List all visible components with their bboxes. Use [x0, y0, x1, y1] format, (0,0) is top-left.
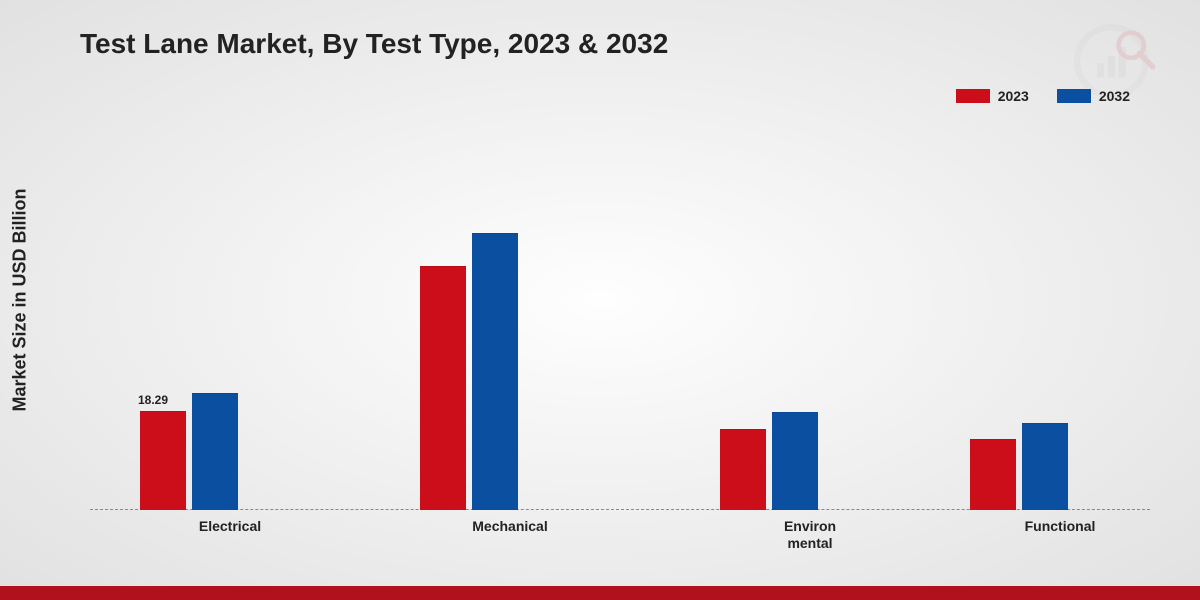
legend-swatch-2023 [956, 89, 990, 103]
y-axis-label: Market Size in USD Billion [10, 188, 31, 411]
bar-2032 [192, 393, 238, 510]
category-label: Environmental [720, 510, 900, 552]
legend-item-2023: 2023 [956, 88, 1029, 104]
legend-swatch-2032 [1057, 89, 1091, 103]
legend-label-2032: 2032 [1099, 88, 1130, 104]
bar-2023 [140, 411, 186, 510]
bar-2023 [420, 266, 466, 510]
footer-bar [0, 586, 1200, 600]
bar-2032 [1022, 423, 1068, 510]
chart-title: Test Lane Market, By Test Type, 2023 & 2… [80, 28, 668, 60]
plot-area: 18.29ElectricalMechanicalEnvironmentalFu… [90, 130, 1150, 510]
category-label: Functional [970, 510, 1150, 535]
chart-canvas: Test Lane Market, By Test Type, 2023 & 2… [0, 0, 1200, 600]
bar-value-label: 18.29 [138, 393, 168, 407]
category-label: Mechanical [420, 510, 600, 535]
legend-label-2023: 2023 [998, 88, 1029, 104]
bar-2023 [970, 439, 1016, 510]
category-label: Electrical [140, 510, 320, 535]
legend-item-2032: 2032 [1057, 88, 1130, 104]
bar-2032 [772, 412, 818, 510]
chart-legend: 2023 2032 [956, 88, 1130, 104]
bar-2032 [472, 233, 518, 510]
bar-2023 [720, 429, 766, 510]
